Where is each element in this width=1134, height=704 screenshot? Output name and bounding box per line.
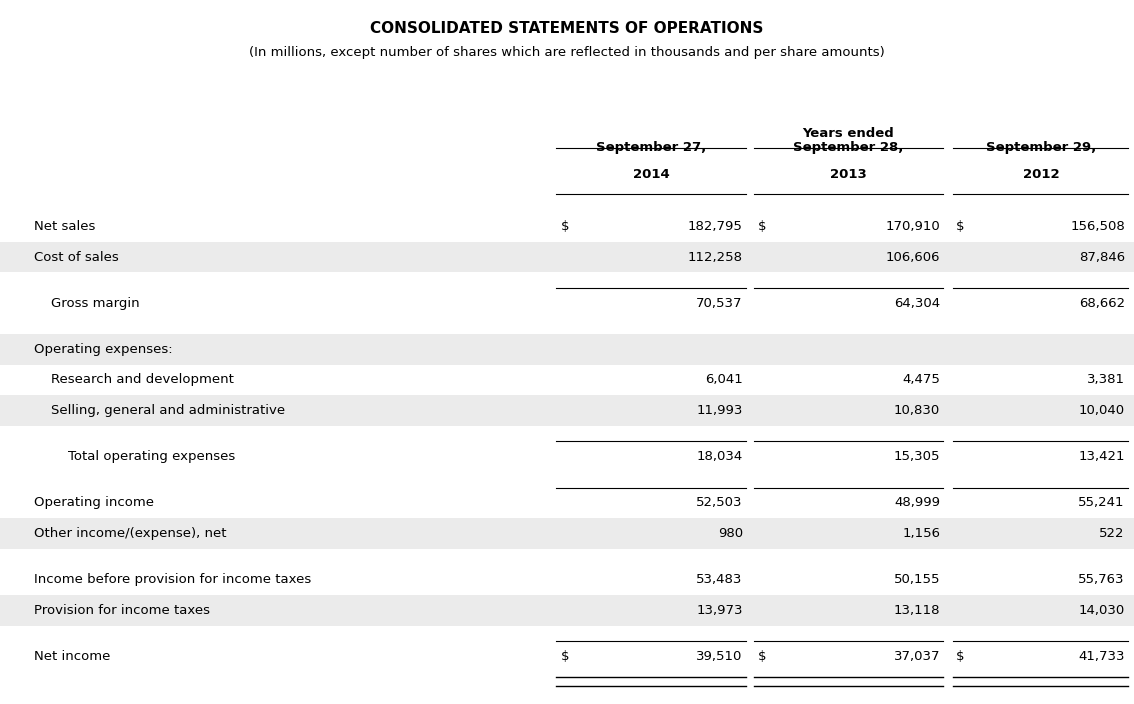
- Text: Net sales: Net sales: [34, 220, 95, 233]
- Text: 4,475: 4,475: [903, 374, 940, 386]
- Text: 522: 522: [1100, 527, 1125, 540]
- Text: CONSOLIDATED STATEMENTS OF OPERATIONS: CONSOLIDATED STATEMENTS OF OPERATIONS: [371, 21, 763, 36]
- Text: Other income/(expense), net: Other income/(expense), net: [34, 527, 227, 540]
- Text: 2012: 2012: [1023, 168, 1059, 180]
- Text: 170,910: 170,910: [886, 220, 940, 233]
- Text: Selling, general and administrative: Selling, general and administrative: [34, 404, 285, 417]
- Text: 48,999: 48,999: [894, 496, 940, 509]
- Text: September 29,: September 29,: [985, 141, 1097, 153]
- Text: September 28,: September 28,: [793, 141, 904, 153]
- Text: 87,846: 87,846: [1078, 251, 1125, 263]
- Text: Operating expenses:: Operating expenses:: [34, 343, 172, 356]
- Text: 70,537: 70,537: [696, 297, 743, 310]
- Text: 37,037: 37,037: [894, 650, 940, 662]
- Text: $: $: [561, 650, 569, 662]
- Text: 10,830: 10,830: [894, 404, 940, 417]
- Text: 2014: 2014: [633, 168, 669, 180]
- Text: Income before provision for income taxes: Income before provision for income taxes: [34, 573, 311, 586]
- Bar: [0, 242, 1134, 272]
- Text: 15,305: 15,305: [894, 451, 940, 463]
- Text: Gross margin: Gross margin: [34, 297, 139, 310]
- Text: $: $: [758, 220, 765, 233]
- Text: Provision for income taxes: Provision for income taxes: [34, 604, 210, 617]
- Text: Net income: Net income: [34, 650, 110, 662]
- Text: 50,155: 50,155: [894, 573, 940, 586]
- Text: 1,156: 1,156: [902, 527, 940, 540]
- Text: 14,030: 14,030: [1078, 604, 1125, 617]
- Bar: [0, 396, 1134, 426]
- Text: 3,381: 3,381: [1086, 374, 1125, 386]
- Text: September 27,: September 27,: [595, 141, 706, 153]
- Text: 52,503: 52,503: [696, 496, 743, 509]
- Text: Operating income: Operating income: [34, 496, 154, 509]
- Text: Years ended: Years ended: [803, 127, 894, 139]
- Text: 13,973: 13,973: [696, 604, 743, 617]
- Text: 6,041: 6,041: [705, 374, 743, 386]
- Text: Total operating expenses: Total operating expenses: [34, 451, 235, 463]
- Text: $: $: [758, 650, 765, 662]
- Text: 64,304: 64,304: [894, 297, 940, 310]
- Text: 156,508: 156,508: [1070, 220, 1125, 233]
- Text: 39,510: 39,510: [696, 650, 743, 662]
- Text: 182,795: 182,795: [688, 220, 743, 233]
- Text: $: $: [561, 220, 569, 233]
- Text: 2013: 2013: [830, 168, 866, 180]
- Text: 112,258: 112,258: [687, 251, 743, 263]
- Text: $: $: [956, 220, 964, 233]
- Text: 41,733: 41,733: [1078, 650, 1125, 662]
- Text: 55,763: 55,763: [1078, 573, 1125, 586]
- Text: 980: 980: [718, 527, 743, 540]
- Text: (In millions, except number of shares which are reflected in thousands and per s: (In millions, except number of shares wh…: [249, 46, 885, 58]
- Text: 68,662: 68,662: [1078, 297, 1125, 310]
- Text: Cost of sales: Cost of sales: [34, 251, 119, 263]
- Text: 11,993: 11,993: [696, 404, 743, 417]
- Text: Research and development: Research and development: [34, 374, 234, 386]
- Bar: [0, 334, 1134, 365]
- Text: 13,118: 13,118: [894, 604, 940, 617]
- Text: 13,421: 13,421: [1078, 451, 1125, 463]
- Text: $: $: [956, 650, 964, 662]
- Bar: [0, 518, 1134, 549]
- Text: 10,040: 10,040: [1078, 404, 1125, 417]
- Text: 18,034: 18,034: [696, 451, 743, 463]
- Bar: [0, 595, 1134, 625]
- Text: 55,241: 55,241: [1078, 496, 1125, 509]
- Text: 53,483: 53,483: [696, 573, 743, 586]
- Text: 106,606: 106,606: [886, 251, 940, 263]
